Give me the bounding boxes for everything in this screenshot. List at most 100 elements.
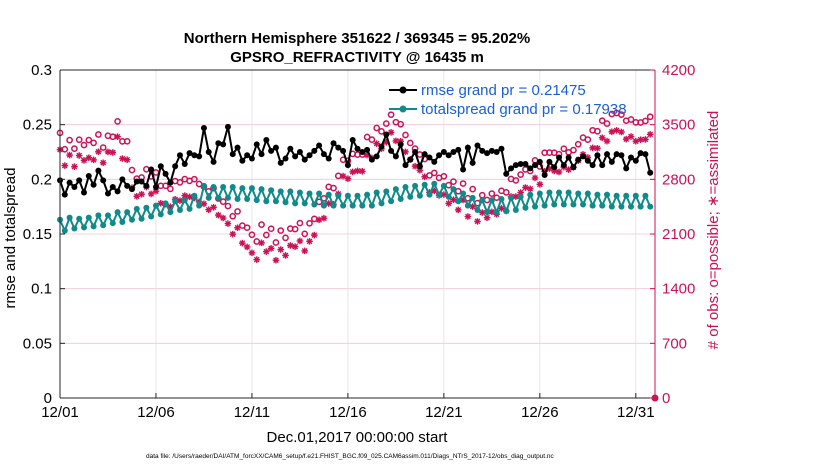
rmse-point (344, 162, 351, 169)
totalspread-point (551, 201, 558, 208)
rmse-point (517, 161, 524, 168)
totalspread-point (354, 192, 361, 199)
rmse-point (412, 149, 419, 155)
rmse-point (248, 155, 255, 162)
rmse-point (484, 150, 491, 157)
obs-possible-point (243, 224, 251, 232)
rmse-point (61, 191, 68, 198)
obs-assimilated-point (594, 144, 601, 152)
totalspread-point (642, 192, 649, 199)
y-tick-label-right: 0 (662, 390, 670, 407)
totalspread-point (200, 182, 207, 189)
totalspread-point (138, 215, 145, 222)
totalspread-point (157, 211, 164, 218)
totalspread-point (493, 209, 500, 216)
rmse-point (388, 147, 395, 154)
rmse-point (623, 165, 630, 172)
obs-assimilated-point (61, 162, 69, 169)
y-tick-label-left: 0.05 (23, 335, 52, 352)
rmse-point (133, 178, 140, 185)
obs-assimilated-point (526, 185, 534, 193)
rmse-point (234, 144, 241, 151)
rmse-point (392, 153, 399, 160)
totalspread-point (455, 198, 462, 205)
rmse-point (608, 158, 615, 165)
totalspread-point (632, 192, 639, 199)
rmse-point (196, 153, 203, 160)
rmse-point (570, 164, 577, 171)
rmse-point (368, 156, 375, 163)
obs-assimilated-point (205, 206, 213, 214)
obs-possible-point (296, 219, 304, 227)
rmse-point (589, 162, 596, 169)
totalspread-point (109, 220, 116, 227)
rmse-point (551, 164, 558, 171)
rmse-point (436, 152, 443, 159)
rmse-point (157, 163, 164, 170)
obs-assimilated-point (229, 230, 237, 238)
obs-assimilated-point (555, 168, 563, 176)
rmse-point (128, 186, 135, 193)
obs-possible-point (646, 113, 654, 121)
obs-possible-point (450, 178, 457, 185)
obs-possible-point (114, 118, 121, 125)
totalspread-point (95, 212, 102, 219)
rmse-point (66, 179, 73, 186)
rmse-point (532, 162, 539, 169)
grid (59, 69, 655, 399)
totalspread-point (498, 196, 505, 203)
totalspread-point (248, 185, 255, 192)
obs-possible-point (502, 189, 510, 196)
totalspread-point (253, 197, 260, 204)
totalspread-point (119, 218, 126, 225)
totalspread-point (565, 189, 572, 196)
obs-possible-point (363, 133, 371, 141)
totalspread-point (80, 224, 87, 231)
obs-assimilated-point (392, 137, 400, 145)
rmse-point (95, 167, 102, 174)
y-tick-label-left: 0 (44, 390, 52, 407)
rmse-point (508, 165, 515, 172)
totalspread-point (608, 203, 615, 210)
obs-assimilated-point (598, 134, 606, 142)
rmse-point (306, 152, 313, 159)
rmse-point (138, 178, 145, 185)
rmse-point (325, 155, 332, 162)
obs-assimilated-point (589, 144, 596, 152)
totalspread-point (589, 202, 596, 209)
rmse-point (239, 157, 246, 164)
totalspread-point (368, 202, 375, 209)
totalspread-point (392, 186, 399, 193)
totalspread-point (484, 209, 491, 216)
rmse-point (493, 149, 500, 155)
totalspread-point (306, 190, 313, 197)
obs-assimilated-point (109, 149, 117, 156)
totalspread-point (378, 200, 385, 207)
rmse-point (407, 156, 414, 163)
rmse-point (100, 177, 107, 184)
obs-possible-point (162, 182, 169, 190)
obs-assimilated-point (531, 174, 539, 182)
rmse-point (124, 182, 131, 189)
totalspread-line (59, 181, 652, 234)
totalspread-point (330, 202, 337, 209)
y-tick-label-left: 0.15 (23, 226, 52, 243)
obs-assimilated-point (603, 137, 611, 145)
rmse-point (647, 169, 654, 176)
totalspread-point (340, 202, 347, 209)
obs-assimilated-point (210, 203, 217, 211)
rmse-point (296, 149, 303, 155)
rmse-point (229, 151, 236, 158)
totalspread-point (191, 192, 198, 199)
totalspread-point (224, 194, 231, 201)
totalspread-point (359, 202, 366, 209)
rmse-point (181, 161, 188, 168)
obs-possible-point (167, 185, 174, 193)
obs-assimilated-point (215, 211, 222, 219)
rmse-point (301, 156, 308, 163)
obs-possible-point (234, 208, 241, 215)
totalspread-point (522, 204, 529, 211)
totalspread-point (344, 192, 351, 199)
rmse-point (205, 149, 212, 155)
obs-possible-point (219, 198, 227, 205)
